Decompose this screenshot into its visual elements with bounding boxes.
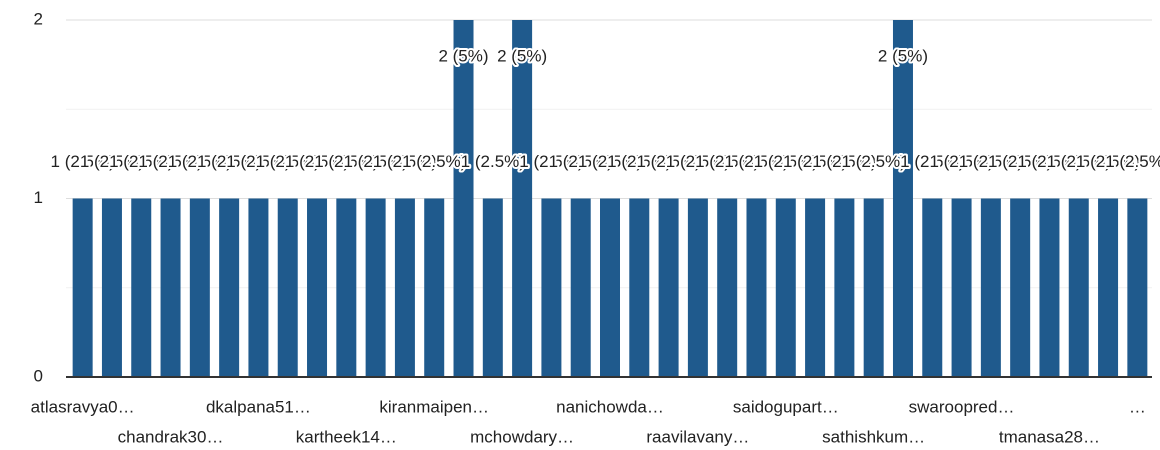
value-label: 1 (2.5%) <box>724 152 788 171</box>
x-tick-label: raavilavany… <box>646 427 749 446</box>
x-tick-label: nanichowda… <box>556 397 664 416</box>
x-tick-label: kiranmaipen… <box>379 397 489 416</box>
value-label: 1 (2.5%) <box>900 152 964 171</box>
bar <box>805 198 826 377</box>
x-tick-label: kartheek14… <box>296 427 397 446</box>
bar <box>570 198 591 377</box>
bar <box>277 198 298 377</box>
bar <box>1127 198 1148 377</box>
x-tick-label: sathishkum… <box>822 427 925 446</box>
value-label: 1 (2.5%) <box>168 152 232 171</box>
x-tick-label: mchowdary… <box>470 427 574 446</box>
bar <box>600 198 620 377</box>
bar <box>131 198 152 377</box>
bar <box>1098 198 1119 377</box>
value-label: 1 (2.5%) <box>754 152 818 171</box>
x-tick-label: tmanasa28… <box>999 427 1100 446</box>
bar <box>482 198 503 377</box>
x-tick-label: … <box>1129 397 1146 416</box>
bar <box>892 20 913 377</box>
value-label: 1 (2.5%) <box>783 152 847 171</box>
bar <box>834 198 855 377</box>
value-label: 1 (2.5%) <box>373 152 437 171</box>
bar <box>424 198 445 377</box>
y-tick-label: 0 <box>34 366 43 385</box>
bar <box>365 198 386 377</box>
value-label: 2 (5%) <box>497 46 547 65</box>
value-label: 1 (2.5%) <box>578 152 642 171</box>
value-label: 1 (2.5%) <box>256 152 320 171</box>
value-label: 1 (2.5%) <box>842 152 906 171</box>
bar <box>541 198 562 377</box>
value-label: 1 (2.5%) <box>929 152 993 171</box>
value-label: 1 (2.5%) <box>812 152 876 171</box>
bar <box>1068 198 1089 377</box>
value-label: 1 (2.5%) <box>1076 152 1140 171</box>
x-tick-label: atlasravya0… <box>31 397 135 416</box>
bar <box>307 198 328 377</box>
value-label: 1 (2.5%) <box>80 152 144 171</box>
value-label: 1 (2.5%) <box>285 152 349 171</box>
x-tick-label: swaroopred… <box>909 397 1015 416</box>
value-label: 1 (2.5%) <box>109 152 173 171</box>
bar <box>922 198 943 377</box>
value-label: 2 (5%) <box>438 46 488 65</box>
value-label: 2 (5%) <box>878 46 928 65</box>
value-label: 1 (2.5%) <box>607 152 671 171</box>
value-label: 1 (2.5%) <box>226 152 290 171</box>
bar <box>1039 198 1060 377</box>
bar <box>248 198 269 377</box>
bar <box>394 198 415 377</box>
value-label: 1 (2.5%) <box>549 152 613 171</box>
value-label: 1 (2.5%) <box>519 152 583 171</box>
bar <box>453 20 474 377</box>
value-label: 1 (2.5%) <box>636 152 700 171</box>
value-label: 1 (2.5%) <box>402 152 466 171</box>
bar <box>336 198 357 377</box>
y-tick-label: 2 <box>34 9 43 28</box>
bar <box>687 198 708 377</box>
x-tick-label: dkalpana51… <box>206 397 311 416</box>
bar <box>951 198 972 377</box>
value-label: 1 (2.5%) <box>314 152 378 171</box>
bar <box>189 198 210 377</box>
bar <box>629 198 650 377</box>
value-label: 1 (2.5%) <box>197 152 261 171</box>
bar <box>980 198 1001 377</box>
value-label: 1 (2.5%) <box>666 152 730 171</box>
bar <box>72 198 93 377</box>
value-label: 1 (2.5%) <box>343 152 407 171</box>
y-tick-label: 1 <box>34 188 43 207</box>
bar <box>746 198 767 377</box>
value-label: 1 (2.5%) <box>138 152 202 171</box>
bar <box>219 198 240 377</box>
x-tick-label: chandrak30… <box>118 427 224 446</box>
value-label: 1 (2.5%) <box>959 152 1023 171</box>
bar <box>717 198 738 377</box>
value-label: 1 (2.5%) <box>1017 152 1081 171</box>
x-tick-label: saidogupart… <box>733 397 839 416</box>
bar <box>658 198 679 377</box>
bar <box>512 20 533 377</box>
bar <box>160 198 181 377</box>
value-label: 1 (2.5%) <box>988 152 1052 171</box>
value-label: 1 (2.5%) <box>461 152 525 171</box>
value-label: 1 (2.5%) <box>1105 152 1160 171</box>
value-label: 1 (2.5%) <box>695 152 759 171</box>
bar <box>863 198 884 377</box>
value-label: 1 (2.5%) <box>51 152 115 171</box>
bar <box>775 198 796 377</box>
bar <box>101 198 122 377</box>
value-label: 1 (2.5%) <box>1047 152 1111 171</box>
bar <box>1010 198 1031 377</box>
